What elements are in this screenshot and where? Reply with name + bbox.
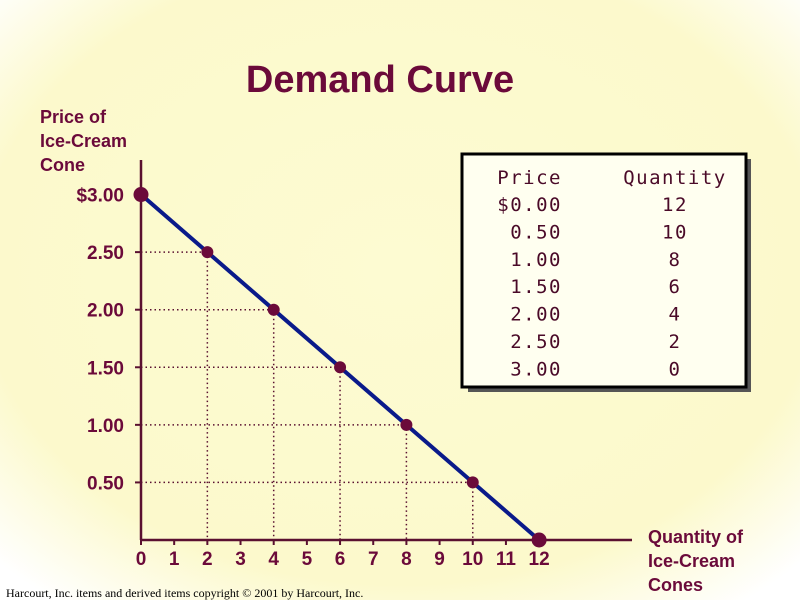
table-cell: 2.00 bbox=[510, 304, 562, 326]
x-axis-label: Cones bbox=[648, 575, 703, 595]
table-cell: 8 bbox=[669, 249, 682, 271]
x-tick-label: 8 bbox=[401, 549, 412, 570]
table-cell: 0.50 bbox=[510, 221, 562, 243]
table-cell: 12 bbox=[662, 194, 688, 216]
x-tick-label: 6 bbox=[335, 549, 346, 570]
table-header: Quantity bbox=[623, 167, 727, 189]
table-cell: 2.50 bbox=[510, 331, 562, 353]
y-tick-label: 2.00 bbox=[87, 301, 124, 322]
table-cell: 2 bbox=[669, 331, 682, 353]
x-axis-label: Ice-Cream bbox=[648, 551, 735, 571]
table-cell: 1.50 bbox=[510, 276, 562, 298]
table-header: Price bbox=[497, 167, 562, 189]
y-tick-label: $3.00 bbox=[76, 186, 124, 207]
data-point bbox=[531, 532, 547, 548]
table-cell: 10 bbox=[662, 221, 688, 243]
table-box bbox=[460, 152, 748, 389]
x-tick-label: 12 bbox=[529, 549, 550, 570]
y-axis-label: Price of bbox=[40, 107, 107, 127]
y-axis-label: Ice-Cream bbox=[40, 131, 127, 151]
x-tick-label: 11 bbox=[496, 549, 517, 570]
table-cell: 6 bbox=[669, 276, 682, 298]
table-cell: 1.00 bbox=[510, 249, 562, 271]
table-cell: 3.00 bbox=[510, 358, 562, 380]
data-point bbox=[267, 303, 280, 316]
data-point bbox=[201, 246, 214, 259]
x-tick-label: 5 bbox=[302, 549, 313, 570]
y-tick-label: 1.50 bbox=[87, 358, 124, 379]
y-axis-label: Cone bbox=[40, 155, 85, 175]
table-cell: 4 bbox=[669, 304, 682, 326]
x-tick-label: 4 bbox=[268, 549, 279, 570]
table-cell: 0 bbox=[669, 358, 682, 380]
x-tick-label: 1 bbox=[169, 549, 180, 570]
table: Price Quantity bbox=[460, 152, 751, 392]
x-tick-label: 0 bbox=[136, 549, 147, 570]
y-tick-label: 1.00 bbox=[87, 416, 124, 437]
chart-title: Demand Curve bbox=[246, 59, 514, 101]
data-point bbox=[466, 476, 479, 489]
y-tick-label: 2.50 bbox=[87, 243, 124, 264]
x-axis-label: Quantity of bbox=[648, 527, 744, 547]
data-point bbox=[400, 418, 413, 431]
table-cell: $0.00 bbox=[497, 194, 562, 216]
x-tick-label: 2 bbox=[202, 549, 213, 570]
x-tick-label: 7 bbox=[368, 549, 379, 570]
x-tick-label: 3 bbox=[235, 549, 246, 570]
data-point bbox=[133, 187, 149, 203]
x-tick-label: 9 bbox=[434, 549, 445, 570]
data-point bbox=[334, 361, 347, 374]
y-tick-label: 0.50 bbox=[87, 473, 124, 494]
footer: Harcourt, Inc. items and derived items c… bbox=[6, 586, 363, 600]
x-tick-label: 10 bbox=[462, 549, 483, 570]
